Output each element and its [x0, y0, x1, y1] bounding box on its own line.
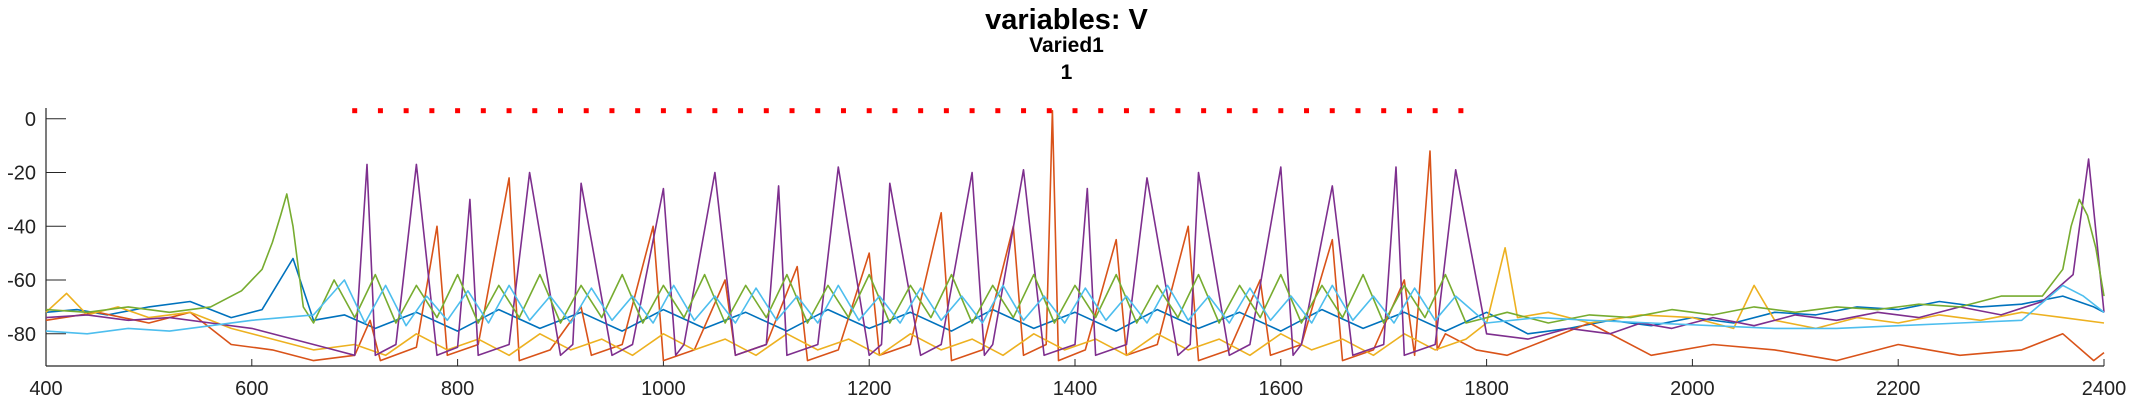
stimulus-marker [455, 108, 461, 114]
stimulus-marker [866, 108, 872, 114]
stimulus-marker [583, 108, 589, 114]
stimulus-marker [892, 108, 898, 114]
stimulus-marker [377, 108, 383, 114]
x-tick-label: 2000 [1670, 378, 1715, 400]
stimulus-marker [738, 108, 744, 114]
stimulus-marker [506, 108, 512, 114]
stimulus-marker-layer [352, 108, 1464, 114]
stimulus-marker [1278, 108, 1284, 114]
stimulus-marker [1355, 108, 1361, 114]
y-tick-label: -20 [7, 163, 36, 185]
stimulus-marker [995, 108, 1001, 114]
stimulus-marker [1072, 108, 1078, 114]
chart-title: variables: V [985, 4, 1148, 36]
series-line-2 [45, 109, 2105, 362]
series-line-3 [45, 247, 2105, 357]
x-tick-label: 800 [441, 378, 474, 400]
series-line-5 [45, 193, 2105, 324]
y-tick-label: -40 [7, 216, 36, 238]
chart-subtitle-2: 1 [1060, 61, 1073, 84]
x-tick-label: 2200 [1876, 378, 1921, 400]
stimulus-marker [1201, 108, 1207, 114]
stimulus-marker [1381, 108, 1387, 114]
x-tick-label: 2400 [2082, 378, 2127, 400]
y-tick-label: -60 [7, 270, 36, 292]
stimulus-marker [480, 108, 486, 114]
x-tick-label: 1400 [1053, 378, 1098, 400]
stimulus-marker [635, 108, 641, 114]
x-tick-label: 600 [235, 378, 268, 400]
x-tick-label: 400 [29, 378, 62, 400]
stimulus-marker [429, 108, 435, 114]
stimulus-marker [532, 108, 538, 114]
stimulus-marker [943, 108, 949, 114]
stimulus-marker [1046, 108, 1052, 114]
stimulus-marker [1406, 108, 1412, 114]
x-tick-label: 1600 [1259, 378, 1304, 400]
stimulus-marker [403, 108, 409, 114]
stimulus-marker [840, 108, 846, 114]
stimulus-marker [609, 108, 615, 114]
stimulus-marker [712, 108, 718, 114]
stimulus-marker [352, 108, 358, 114]
x-tick-label: 1200 [847, 378, 892, 400]
stimulus-marker [815, 108, 821, 114]
stimulus-marker [1329, 108, 1335, 114]
series-line-4 [45, 158, 2105, 357]
stimulus-marker [1304, 108, 1310, 114]
y-tick-label: -80 [7, 324, 36, 346]
chart-subtitle-1: Varied1 [1029, 34, 1104, 57]
stimulus-marker [1432, 108, 1438, 114]
stimulus-marker [1098, 108, 1104, 114]
stimulus-marker [1252, 108, 1258, 114]
stimulus-marker [789, 108, 795, 114]
series-layer [45, 109, 2105, 362]
stimulus-marker [918, 108, 924, 114]
x-tick-label: 1800 [1464, 378, 1509, 400]
stimulus-marker [686, 108, 692, 114]
stimulus-marker [1021, 108, 1027, 114]
stimulus-marker [1123, 108, 1129, 114]
series-line-6 [45, 279, 2105, 335]
x-tick-label: 1000 [641, 378, 686, 400]
stimulus-marker [1458, 108, 1464, 114]
stimulus-marker [558, 108, 563, 114]
stimulus-marker [763, 108, 769, 114]
stimulus-marker [1149, 108, 1155, 114]
stimulus-marker [660, 108, 666, 114]
series-line-1 [45, 257, 2105, 335]
stimulus-marker [1175, 108, 1181, 114]
chart-axes: 400 600 800 1000 1200 1400 1600 1800 2000 2200 240… [7, 108, 2126, 400]
stimulus-marker [1226, 108, 1232, 114]
y-tick-label: 0 [25, 109, 36, 131]
stimulus-marker [969, 108, 975, 114]
